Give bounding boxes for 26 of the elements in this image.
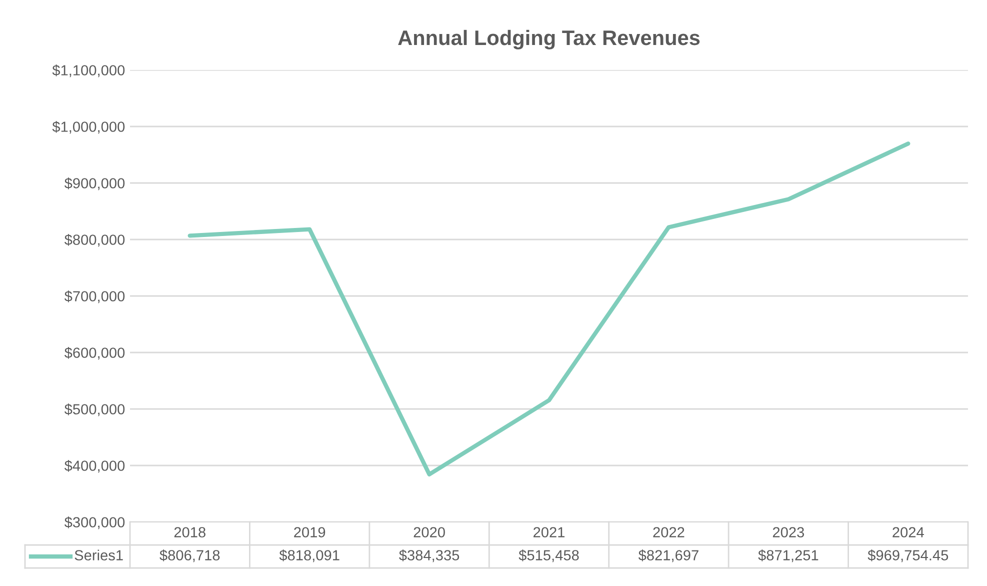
x-tick-label: 2022 (653, 527, 684, 538)
x-tick-label: 2021 (534, 527, 565, 538)
data-label: $806,718 (160, 549, 220, 562)
data-label: $821,697 (638, 549, 698, 562)
data-label: $871,251 (758, 549, 818, 562)
data-label: $818,091 (279, 549, 340, 562)
y-tick-label: $1,100,000 (52, 64, 125, 78)
chart-title: Annual Lodging Tax Revenues (398, 30, 700, 50)
x-tick-label: 2020 (414, 527, 445, 538)
y-tick-label: $1,000,000 (52, 120, 125, 134)
y-tick-label: $900,000 (64, 177, 125, 190)
y-tick-label: $500,000 (64, 403, 125, 416)
y-tick-label: $800,000 (64, 234, 125, 247)
y-tick-label: $700,000 (64, 290, 125, 304)
data-label: $515,458 (518, 549, 579, 562)
x-tick-label: 2024 (892, 527, 924, 538)
data-label: $384,335 (399, 549, 460, 562)
y-tick-label: $300,000 (64, 516, 125, 530)
data-label: $969,754.45 (868, 549, 948, 562)
line-series (188, 142, 910, 476)
x-tick-label: 2018 (174, 527, 206, 538)
x-tick-label: 2023 (772, 527, 804, 538)
legend-label: Series1 (74, 550, 123, 560)
y-tick-label: $600,000 (64, 346, 125, 360)
x-tick-label: 2019 (294, 527, 326, 538)
y-tick-label: $400,000 (64, 460, 125, 473)
